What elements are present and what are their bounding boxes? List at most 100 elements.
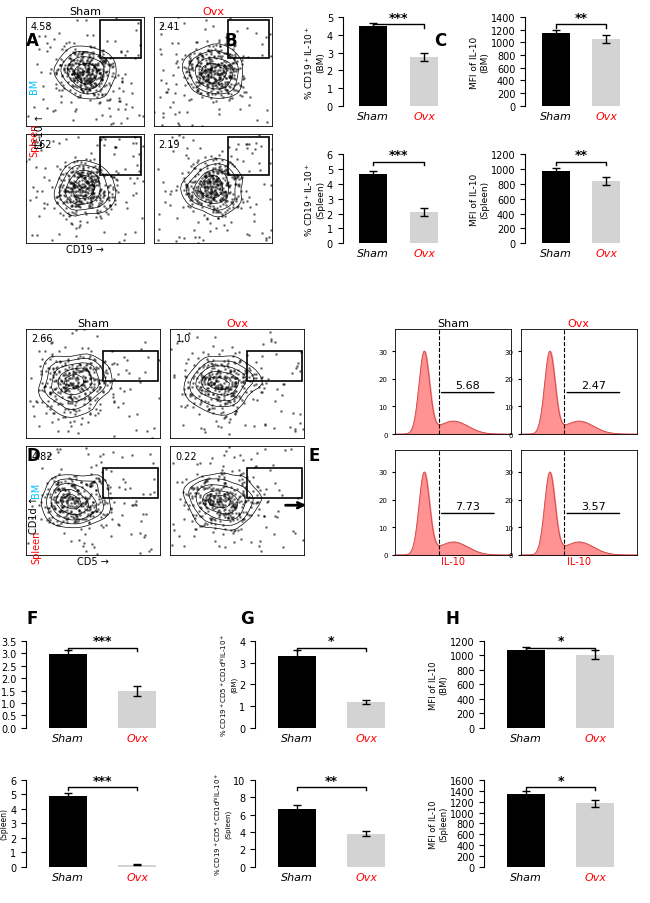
Point (198, 479, 209, 494)
Point (227, 507, 237, 521)
Point (60, 160, 70, 174)
Point (60, 59, 70, 73)
Point (95, 450, 105, 464)
Point (91, 360, 101, 375)
Point (164, 100, 175, 115)
Point (196, 422, 207, 436)
Point (209, 178, 220, 192)
Point (74, 220, 85, 235)
Point (204, 402, 214, 416)
Point (217, 72, 228, 87)
Point (215, 492, 226, 507)
Point (74, 505, 85, 519)
Point (236, 494, 246, 508)
Point (210, 151, 220, 165)
Point (191, 330, 202, 344)
Point (208, 76, 218, 90)
Text: B: B (224, 32, 237, 50)
Point (79, 74, 90, 88)
Point (103, 208, 113, 222)
Point (237, 477, 247, 491)
Point (251, 356, 261, 370)
Point (83, 63, 94, 78)
Text: 2.41: 2.41 (159, 23, 180, 33)
Point (157, 107, 168, 121)
Point (198, 76, 208, 90)
Point (51, 373, 61, 387)
Point (80, 387, 90, 402)
Point (200, 171, 211, 185)
Point (65, 209, 75, 223)
Point (47, 348, 57, 362)
Point (95, 403, 105, 417)
Point (211, 165, 222, 180)
Point (77, 178, 87, 192)
Point (79, 502, 90, 517)
Point (62, 373, 73, 387)
Point (207, 498, 218, 513)
Point (205, 196, 215, 210)
Point (76, 181, 86, 195)
Point (83, 351, 94, 366)
Point (215, 491, 226, 506)
Point (207, 179, 217, 193)
Point (103, 185, 114, 200)
Point (73, 48, 84, 62)
Point (209, 377, 220, 391)
Point (62, 507, 73, 522)
Point (227, 71, 238, 86)
Point (194, 65, 204, 79)
Point (200, 170, 210, 184)
Point (224, 167, 235, 182)
Point (217, 198, 228, 212)
Point (32, 395, 42, 409)
Point (94, 199, 104, 213)
Point (84, 516, 95, 530)
Point (223, 385, 233, 399)
Point (84, 50, 94, 64)
Point (220, 476, 230, 490)
Point (82, 54, 92, 69)
Point (244, 98, 255, 113)
Point (222, 177, 232, 191)
Point (195, 142, 205, 156)
Point (84, 68, 94, 82)
Point (77, 479, 87, 494)
Point (231, 57, 241, 71)
Point (80, 206, 90, 220)
Point (190, 487, 201, 501)
Point (100, 473, 110, 488)
Point (214, 505, 225, 519)
Point (82, 494, 92, 508)
Point (62, 515, 72, 529)
Point (88, 63, 98, 78)
Point (220, 410, 231, 424)
Point (228, 496, 239, 510)
Point (218, 527, 228, 542)
Point (85, 191, 96, 206)
Point (57, 397, 67, 412)
Point (222, 78, 232, 92)
Point (122, 111, 132, 126)
Point (99, 133, 110, 147)
Point (44, 361, 54, 376)
Point (66, 377, 77, 392)
Point (216, 166, 227, 181)
Point (81, 153, 91, 167)
Point (208, 372, 218, 386)
Point (187, 347, 197, 361)
Point (210, 74, 220, 88)
Point (226, 383, 236, 397)
Point (86, 178, 96, 192)
Point (209, 187, 220, 201)
Point (55, 96, 66, 110)
Point (69, 414, 79, 429)
Point (102, 65, 112, 79)
Point (229, 379, 240, 394)
Point (84, 179, 95, 193)
Point (109, 191, 119, 205)
Point (239, 86, 249, 100)
Point (213, 58, 223, 72)
Point (215, 164, 226, 179)
Point (104, 93, 114, 107)
